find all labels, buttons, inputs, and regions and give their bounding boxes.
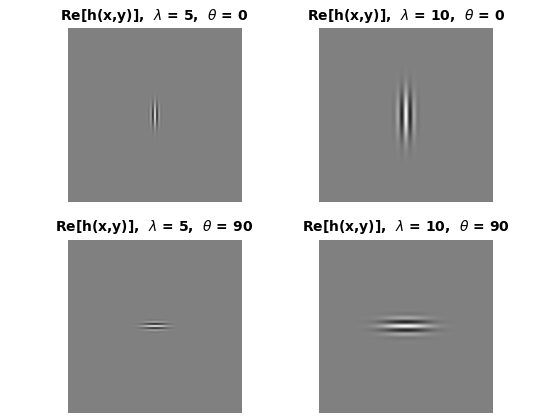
Title: Re[h(x,y)],  $\lambda$ = 10,  $\theta$ = 90: Re[h(x,y)], $\lambda$ = 10, $\theta$ = 9… [302, 218, 510, 236]
Title: Re[h(x,y)],  $\lambda$ = 10,  $\theta$ = 0: Re[h(x,y)], $\lambda$ = 10, $\theta$ = 0 [307, 7, 505, 25]
Title: Re[h(x,y)],  $\lambda$ = 5,  $\theta$ = 0: Re[h(x,y)], $\lambda$ = 5, $\theta$ = 0 [60, 7, 249, 25]
Title: Re[h(x,y)],  $\lambda$ = 5,  $\theta$ = 90: Re[h(x,y)], $\lambda$ = 5, $\theta$ = 90 [55, 218, 253, 236]
